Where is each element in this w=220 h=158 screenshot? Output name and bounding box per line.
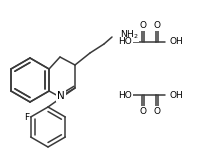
Text: HO: HO bbox=[118, 91, 132, 100]
Text: NH$_2$: NH$_2$ bbox=[120, 29, 139, 41]
Text: HO: HO bbox=[118, 37, 132, 46]
Text: OH: OH bbox=[170, 91, 184, 100]
Text: O: O bbox=[154, 21, 161, 30]
Text: O: O bbox=[139, 21, 147, 30]
Text: O: O bbox=[154, 106, 161, 115]
Text: F: F bbox=[24, 112, 29, 122]
Text: OH: OH bbox=[170, 37, 184, 46]
Text: N: N bbox=[57, 91, 65, 101]
Text: O: O bbox=[139, 106, 147, 115]
